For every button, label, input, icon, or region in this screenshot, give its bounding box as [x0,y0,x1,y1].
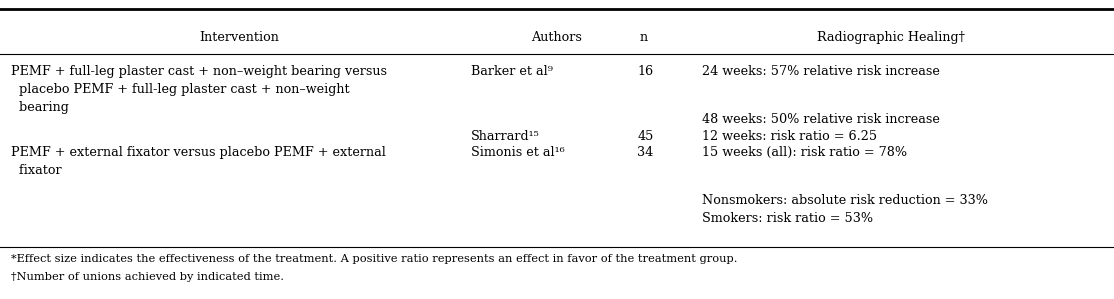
Text: n: n [639,31,648,44]
Text: PEMF + full-leg plaster cast + non–weight bearing versus: PEMF + full-leg plaster cast + non–weigh… [11,65,388,78]
Text: 15 weeks (all): risk ratio = 78%: 15 weeks (all): risk ratio = 78% [702,146,907,159]
Text: Sharrard¹⁵: Sharrard¹⁵ [471,129,540,143]
Text: †Number of unions achieved by indicated time.: †Number of unions achieved by indicated … [11,271,284,282]
Text: 12 weeks: risk ratio = 6.25: 12 weeks: risk ratio = 6.25 [702,129,877,143]
Text: placebo PEMF + full-leg plaster cast + non–weight: placebo PEMF + full-leg plaster cast + n… [11,83,350,96]
Text: 24 weeks: 57% relative risk increase: 24 weeks: 57% relative risk increase [702,65,940,78]
Text: 48 weeks: 50% relative risk increase: 48 weeks: 50% relative risk increase [702,113,940,126]
Text: 45: 45 [637,129,654,143]
Text: Smokers: risk ratio = 53%: Smokers: risk ratio = 53% [702,212,873,225]
Text: bearing: bearing [11,101,69,114]
Text: Nonsmokers: absolute risk reduction = 33%: Nonsmokers: absolute risk reduction = 33… [702,194,988,207]
Text: Radiographic Healing†: Radiographic Healing† [818,31,965,44]
Text: PEMF + external fixator versus placebo PEMF + external: PEMF + external fixator versus placebo P… [11,146,387,159]
Text: *Effect size indicates the effectiveness of the treatment. A positive ratio repr: *Effect size indicates the effectiveness… [11,254,737,264]
Text: fixator: fixator [11,164,61,177]
Text: Simonis et al¹⁶: Simonis et al¹⁶ [471,146,565,159]
Text: Intervention: Intervention [199,31,280,44]
Text: Authors: Authors [531,31,583,44]
Text: 34: 34 [637,146,654,159]
Text: 16: 16 [637,65,653,78]
Text: Barker et al⁹: Barker et al⁹ [471,65,553,78]
